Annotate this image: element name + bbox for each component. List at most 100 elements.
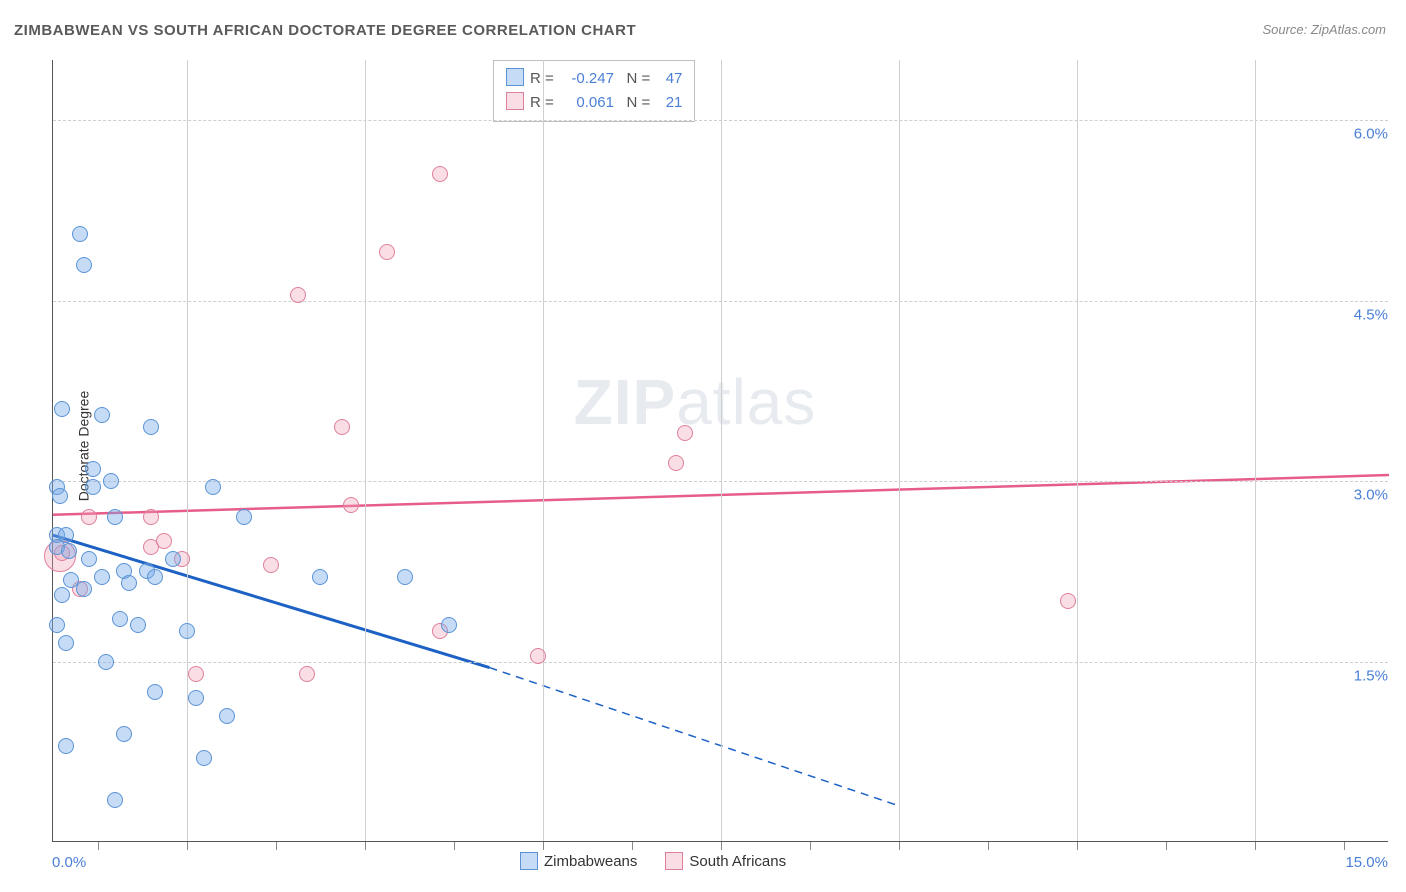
swatch-icon [506,68,524,86]
marker-zimbabwean [76,257,92,273]
gridline-v [899,60,900,841]
marker-south-african [81,509,97,525]
gridline-v [1255,60,1256,841]
gridline-v [365,60,366,841]
gridline-v [187,60,188,841]
y-tick-label: 3.0% [1338,487,1388,504]
stat-n-label: N = [626,70,654,87]
marker-zimbabwean [94,569,110,585]
marker-south-african [379,244,395,260]
marker-zimbabwean [147,569,163,585]
marker-zimbabwean [103,473,119,489]
marker-zimbabwean [58,635,74,651]
marker-south-african [1060,593,1076,609]
x-tick [543,842,544,850]
marker-zimbabwean [61,543,77,559]
x-tick [632,842,633,850]
y-tick-label: 6.0% [1338,126,1388,143]
marker-south-african [263,557,279,573]
marker-zimbabwean [397,569,413,585]
x-tick [276,842,277,850]
marker-zimbabwean [205,479,221,495]
marker-zimbabwean [116,726,132,742]
marker-south-african [668,455,684,471]
marker-zimbabwean [143,419,159,435]
marker-zimbabwean [165,551,181,567]
marker-zimbabwean [94,407,110,423]
swatch-icon [665,852,683,870]
legend-item: South Africans [665,853,786,870]
marker-south-african [143,509,159,525]
marker-zimbabwean [107,509,123,525]
marker-zimbabwean [147,684,163,700]
stat-n-label: N = [626,94,654,111]
gridline-v [721,60,722,841]
x-tick [365,842,366,850]
marker-zimbabwean [52,488,68,504]
x-tick [1166,842,1167,850]
series-legend: Zimbabweans South Africans [520,852,814,870]
marker-south-african [343,497,359,513]
stat-n-value: 21 [654,91,682,115]
stat-n-value: 47 [654,67,682,91]
marker-zimbabwean [49,617,65,633]
marker-zimbabwean [179,623,195,639]
marker-zimbabwean [58,527,74,543]
marker-zimbabwean [219,708,235,724]
marker-zimbabwean [312,569,328,585]
marker-zimbabwean [58,738,74,754]
marker-south-african [299,666,315,682]
x-tick [187,842,188,850]
chart-title: ZIMBABWEAN VS SOUTH AFRICAN DOCTORATE DE… [14,22,636,39]
marker-zimbabwean [236,509,252,525]
y-tick-label: 4.5% [1338,306,1388,323]
marker-zimbabwean [54,401,70,417]
marker-zimbabwean [196,750,212,766]
marker-zimbabwean [441,617,457,633]
marker-zimbabwean [98,654,114,670]
x-tick [721,842,722,850]
y-tick-label: 1.5% [1338,667,1388,684]
stats-row: R = 0.061 N = 21 [506,91,682,115]
stat-r-label: R = [530,94,558,111]
marker-south-african [334,419,350,435]
legend-item: Zimbabweans [520,853,637,870]
stat-r-value: -0.247 [558,67,614,91]
stat-r-value: 0.061 [558,91,614,115]
marker-south-african [677,425,693,441]
x-tick [1344,842,1345,850]
x-tick [810,842,811,850]
swatch-icon [506,92,524,110]
stats-legend-box: R = -0.247 N = 47R = 0.061 N = 21 [493,60,695,122]
gridline-v [543,60,544,841]
marker-zimbabwean [121,575,137,591]
marker-south-african [432,166,448,182]
marker-south-african [290,287,306,303]
scatter-plot-area: ZIPatlas R = -0.247 N = 47R = 0.061 N = … [52,60,1388,842]
marker-zimbabwean [112,611,128,627]
stat-r-label: R = [530,70,558,87]
x-tick [454,842,455,850]
marker-zimbabwean [81,551,97,567]
x-tick [1255,842,1256,850]
x-tick [98,842,99,850]
marker-south-african [530,648,546,664]
x-axis-max-label: 15.0% [1328,854,1388,871]
marker-zimbabwean [76,581,92,597]
x-axis-min-label: 0.0% [52,854,86,871]
gridline-v [1077,60,1078,841]
marker-zimbabwean [85,479,101,495]
marker-zimbabwean [54,587,70,603]
marker-zimbabwean [130,617,146,633]
watermark: ZIPatlas [574,365,817,439]
source-attribution: Source: ZipAtlas.com [1262,22,1386,37]
marker-zimbabwean [188,690,204,706]
legend-label: South Africans [689,853,786,870]
marker-south-african [188,666,204,682]
x-tick [988,842,989,850]
marker-zimbabwean [72,226,88,242]
marker-zimbabwean [107,792,123,808]
legend-label: Zimbabweans [544,853,637,870]
marker-zimbabwean [85,461,101,477]
x-tick [1077,842,1078,850]
